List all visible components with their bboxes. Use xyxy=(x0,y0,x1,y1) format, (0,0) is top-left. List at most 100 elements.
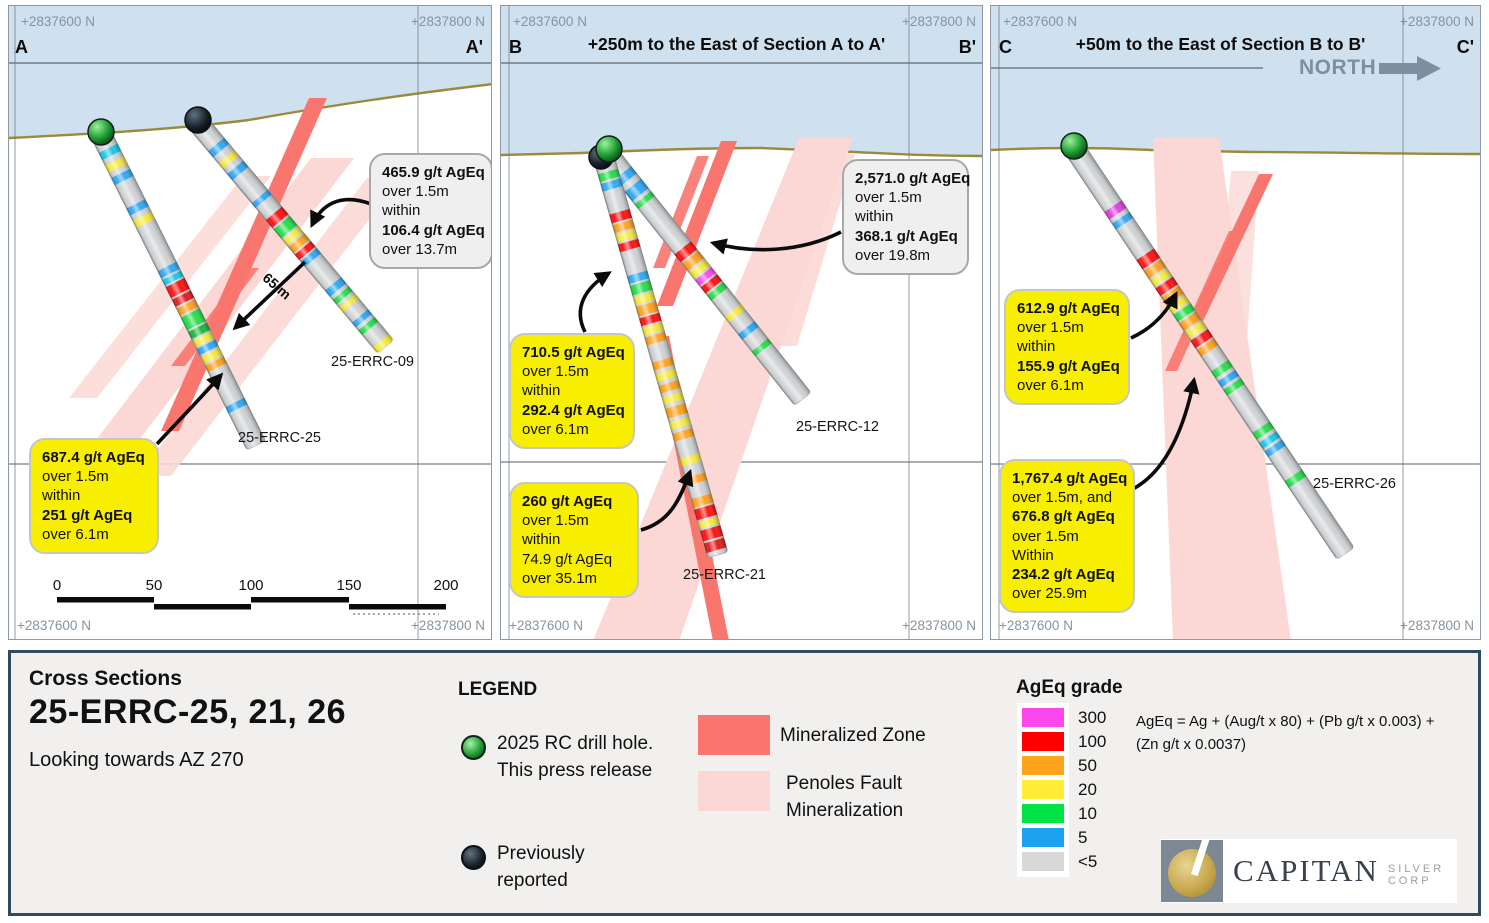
northing-label: +2837800 N xyxy=(902,618,976,633)
panel-c-graphics xyxy=(991,6,1480,639)
grade-label: 10 xyxy=(1078,803,1097,823)
legend-previous-collar-icon xyxy=(461,845,486,870)
callout-line: within xyxy=(382,202,421,220)
logo-company-name: CAPITAN xyxy=(1233,853,1379,888)
legend-2025-collar-icon xyxy=(461,735,486,760)
collar-2025-rc xyxy=(1060,132,1088,160)
distance-arrow xyxy=(232,260,307,331)
panel-b-graphics xyxy=(501,6,982,639)
grade-swatch xyxy=(1022,852,1064,871)
callout-line: 612.9 g/t AgEq xyxy=(1017,300,1120,317)
fault-zone xyxy=(1191,171,1259,639)
fault-zone-label: Penoles Fault Mineralization xyxy=(786,773,904,821)
callout-line: over 1.5m xyxy=(522,512,589,530)
ageq-scale-row: 100 xyxy=(1022,732,1106,751)
collar-2025-rc xyxy=(595,135,623,163)
legend-title: LEGEND xyxy=(458,679,538,700)
section-letter-a: A xyxy=(15,37,28,57)
collar-2025-rc xyxy=(87,118,115,146)
scale-tick: 150 xyxy=(336,577,362,594)
interval-callout-gray: 2,571.0 g/t AgEq over 1.5m within 368.1 … xyxy=(842,159,971,275)
panel-a-graphics xyxy=(9,6,491,639)
scale-bar xyxy=(57,597,446,615)
grade-label: 20 xyxy=(1078,779,1097,799)
logo-company-tagline: SILVER CORP xyxy=(1387,863,1445,887)
fault-zone xyxy=(773,154,855,346)
callout-line: over 1.5m xyxy=(1017,319,1084,337)
callout-line: 74.9 g/t AgEq xyxy=(522,550,613,568)
northing-label: +2837800 N xyxy=(902,14,976,29)
section-panel-a: +2837600 N +2837800 N +2837600 N +283780… xyxy=(8,5,492,640)
grade-swatch xyxy=(1022,804,1064,823)
callout-line: 260 g/t AgEq xyxy=(522,493,613,510)
callout-line: 1,767.4 g/t AgEq xyxy=(1012,470,1128,487)
ageq-scale-row: 20 xyxy=(1022,780,1106,799)
callout-arrow xyxy=(1130,376,1200,492)
callout-line: over 6.1m xyxy=(1017,376,1084,394)
sky-region xyxy=(501,6,982,156)
ageq-scale-row: 300 xyxy=(1022,708,1106,727)
north-label: NORTH xyxy=(1299,56,1377,79)
panel-title: +250m to the East of Section A to A' xyxy=(587,34,886,54)
north-arrow-icon xyxy=(1379,56,1441,81)
callout-line: over 1.5m xyxy=(1012,527,1079,545)
callout-arrow xyxy=(155,372,224,446)
interval-callout-yellow: 710.5 g/t AgEq over 1.5m within 292.4 g/… xyxy=(509,333,635,449)
sky-region xyxy=(9,6,491,138)
section-letter-b-prime: B' xyxy=(958,37,976,57)
scale-tick: 200 xyxy=(433,577,459,594)
panel-title: +50m to the East of Section B to B' xyxy=(1075,34,1366,54)
ageq-scale-row: 5 xyxy=(1022,828,1106,847)
callout-line: 368.1 g/t AgEq xyxy=(855,227,958,245)
northing-label: +2837800 N xyxy=(411,618,485,633)
mineralized-zone xyxy=(657,141,737,306)
callout-line: over 1.5m xyxy=(382,183,449,201)
callout-arrow xyxy=(310,197,372,228)
capitan-logo-icon xyxy=(1161,840,1223,902)
grade-swatch xyxy=(1022,780,1064,799)
sky-region xyxy=(991,6,1480,154)
northing-label: +2837600 N xyxy=(21,14,95,29)
callout-line: 465.9 g/t AgEq xyxy=(382,164,485,181)
callout-line: 2,571.0 g/t AgEq xyxy=(855,170,971,187)
drill-hole-label: 25-ERRC-26 xyxy=(1313,476,1396,492)
scale-tick: 100 xyxy=(238,577,264,594)
formula-line: AgEq = Ag + (Aug/t x 80) + (Pb g/t x 0.0… xyxy=(1136,713,1435,730)
callout-line: within xyxy=(1017,338,1056,356)
callout-arrow xyxy=(709,230,842,255)
terrain-line xyxy=(501,146,982,158)
ageq-formula: AgEq = Ag + (Aug/t x 80) + (Pb g/t x 0.0… xyxy=(1136,711,1481,756)
legend-2025-label: 2025 RC drill hole. This press release xyxy=(497,733,654,781)
callout-line: over 1.5m, and xyxy=(1012,489,1113,507)
section-panel-b: +2837600 N +2837800 N +2837600 N +283780… xyxy=(500,5,983,640)
grade-label: 50 xyxy=(1078,755,1097,775)
northing-label: +2837600 N xyxy=(999,618,1073,633)
scale-tick: 50 xyxy=(145,577,163,594)
callout-line: 234.2 g/t AgEq xyxy=(1012,565,1115,583)
northing-label: +2837600 N xyxy=(513,14,587,29)
grade-label: 5 xyxy=(1078,827,1088,847)
callout-line: 106.4 g/t AgEq xyxy=(382,221,485,239)
callout-arrow xyxy=(640,468,694,532)
drill-hole-label: 25-ERRC-25 xyxy=(238,430,321,446)
fault-zone xyxy=(593,138,853,639)
ageq-scale: 300 100 50 20 10 5 xyxy=(1022,708,1106,876)
drill-hole-25-errc-12 xyxy=(599,146,811,405)
legend-previous-label: Previously reported xyxy=(497,843,585,891)
interval-callout-yellow: 687.4 g/t AgEq over 1.5m within 251 g/t … xyxy=(29,438,159,554)
callout-line: within xyxy=(522,531,561,549)
interval-callout-yellow: 612.9 g/t AgEq over 1.5m within 155.9 g/… xyxy=(1004,289,1130,405)
northing-label: +2837800 N xyxy=(1400,618,1474,633)
callout-line: 687.4 g/t AgEq xyxy=(42,449,145,466)
grade-label: 100 xyxy=(1078,731,1107,751)
section-letter-a-prime: A' xyxy=(465,37,483,57)
collar-previously-reported xyxy=(184,106,212,134)
callout-line: Within xyxy=(1012,546,1054,564)
callout-line: over 35.1m xyxy=(522,569,598,587)
section-panel-c: +2837600 N +2837800 N +2837600 N +283780… xyxy=(990,5,1481,640)
callout-line: within xyxy=(855,208,894,226)
section-letter-c-prime: C' xyxy=(1456,37,1474,57)
mineralized-zone-swatch xyxy=(698,715,770,755)
callout-line: over 6.1m xyxy=(42,525,109,543)
capitan-logo: CAPITAN SILVER CORP xyxy=(1161,839,1457,903)
